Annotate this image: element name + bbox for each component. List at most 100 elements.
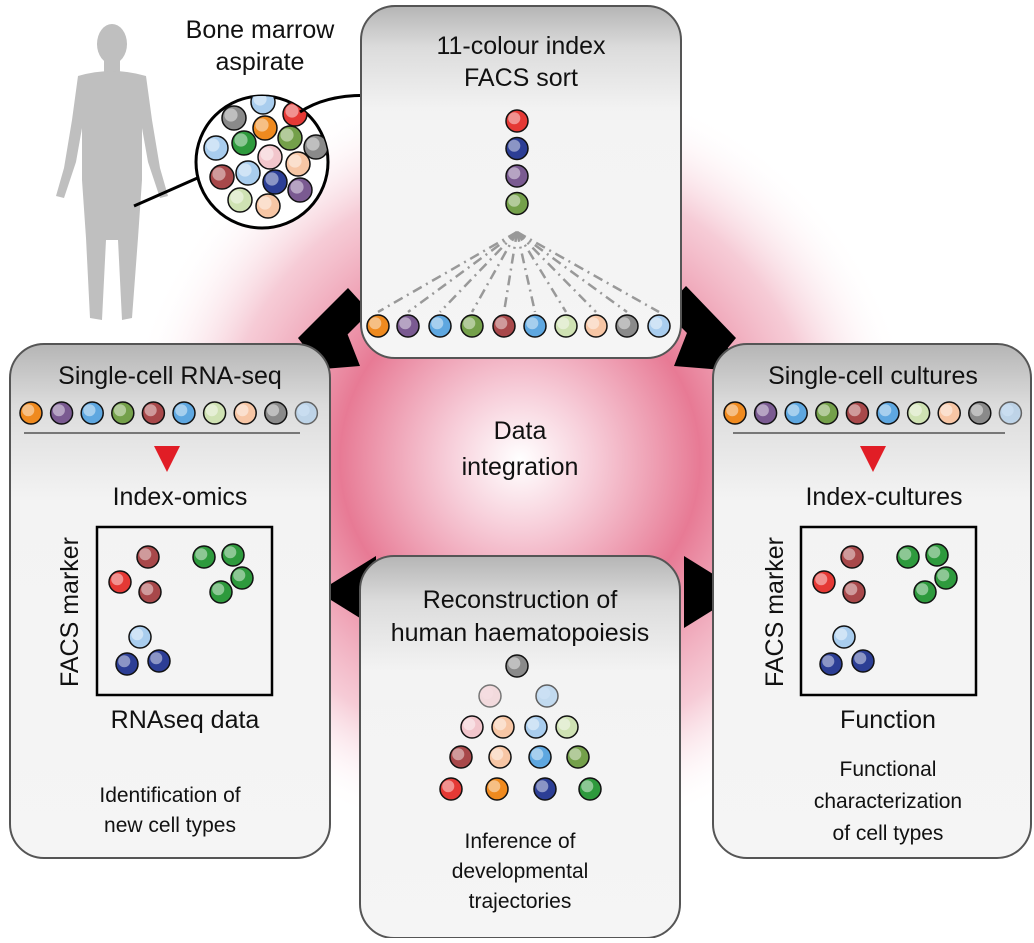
cell-lightgreen	[227, 187, 253, 213]
cell-lightblue	[250, 96, 276, 115]
fan-line	[407, 230, 518, 314]
fan-line	[377, 230, 518, 314]
cell-gray	[505, 654, 529, 678]
cell-green	[925, 543, 949, 567]
cell-orange	[485, 777, 509, 801]
reconstruction-caption-line1: Inference of	[465, 830, 576, 853]
cell-lightblue	[524, 715, 548, 739]
bone-marrow-zoom-circle	[194, 94, 330, 230]
cell-navy	[819, 652, 843, 676]
reconstruction-panel: Reconstruction of human haematopoiesis I…	[359, 555, 681, 939]
data-integration-line2: integration	[462, 453, 579, 481]
cell-green	[913, 580, 937, 604]
fan-line	[516, 230, 628, 314]
cell-olive	[505, 191, 529, 216]
cell-darkred	[141, 401, 166, 425]
rna-seq-panel: Single-cell RNA-seq Index-omics FACS mar…	[9, 343, 331, 859]
facs-title-line1: 11-colour index	[436, 32, 606, 60]
facs-cell-stack	[505, 109, 529, 216]
culture-x-axis-label: Function	[840, 706, 936, 734]
cell-lightblue	[294, 401, 319, 425]
cell-gray	[615, 314, 639, 338]
facs-title-line2: FACS sort	[464, 64, 578, 92]
cell-olive	[460, 314, 484, 338]
cell-green	[578, 777, 602, 801]
cell-darkred	[209, 164, 235, 190]
haematopoiesis-cell-tree	[439, 654, 602, 801]
rna-subtitle: Index-omics	[113, 483, 248, 511]
cell-red	[282, 101, 308, 127]
cell-green	[231, 130, 257, 156]
cell-gray	[264, 401, 288, 425]
cell-green	[896, 545, 920, 569]
cell-blue	[523, 314, 547, 338]
cell-olive	[277, 125, 303, 151]
cell-lightblue	[535, 684, 559, 708]
cell-red	[505, 109, 529, 133]
rna-panel-title: Single-cell RNA-seq	[58, 362, 282, 390]
cell-green	[221, 543, 245, 567]
culture-caption-line1: Functional	[840, 758, 937, 781]
cell-pink	[460, 715, 484, 739]
cell-red	[439, 777, 463, 801]
cell-green	[192, 545, 216, 569]
cell-lightgreen	[906, 401, 931, 425]
cell-pink	[478, 684, 502, 708]
cell-purple	[287, 177, 313, 203]
culture-red-arrow-icon	[860, 446, 886, 472]
cell-gray	[968, 401, 992, 425]
cell-lightgreen	[202, 401, 227, 425]
culture-caption-line2: characterization	[814, 790, 962, 813]
culture-cell-row	[723, 401, 1023, 425]
cell-peach	[937, 401, 961, 425]
data-integration-line1: Data	[494, 417, 547, 445]
cell-navy	[851, 649, 875, 673]
cell-darkred	[136, 545, 160, 569]
cell-green	[230, 566, 254, 590]
cell-navy	[505, 136, 529, 161]
cell-peach	[285, 151, 311, 177]
cell-blue	[428, 314, 452, 338]
fan-line	[515, 231, 537, 313]
cell-gray	[221, 105, 247, 131]
cell-navy	[262, 169, 288, 195]
cell-navy	[147, 649, 171, 673]
facs-sorted-cell-row	[366, 314, 671, 338]
cell-orange	[252, 115, 278, 141]
cell-peach	[584, 314, 608, 338]
cell-purple	[396, 314, 420, 338]
cell-red	[108, 570, 132, 594]
cell-peach	[233, 401, 257, 425]
cell-peach	[491, 715, 515, 739]
zoom-pointer-line	[133, 174, 203, 208]
reconstruction-caption-line2: developmental	[452, 860, 589, 883]
cell-lightblue	[203, 135, 229, 161]
cell-darkred	[845, 401, 870, 425]
cell-blue	[172, 401, 196, 425]
cell-pink	[257, 144, 283, 170]
culture-caption-line3: of cell types	[833, 822, 944, 845]
fan-line	[439, 231, 518, 313]
rna-cell-clusters	[108, 543, 254, 676]
cell-olive	[111, 401, 135, 425]
reconstruction-title-line2: human haematopoiesis	[391, 619, 650, 647]
culture-y-axis-label: FACS marker	[761, 537, 789, 687]
cell-purple	[753, 401, 778, 425]
cell-lightblue	[128, 625, 152, 649]
rna-red-arrow-icon	[154, 446, 180, 472]
fan-line	[516, 231, 597, 313]
cell-peach	[488, 745, 512, 769]
cell-lightgreen	[555, 715, 579, 739]
rna-caption-line2: new cell types	[104, 814, 236, 837]
cell-lightgreen	[554, 314, 578, 338]
rna-cell-row	[19, 401, 319, 425]
cell-peach	[255, 193, 281, 219]
cell-blue	[876, 401, 900, 425]
fan-line	[470, 231, 519, 313]
cell-purple	[49, 401, 74, 425]
cell-orange	[723, 401, 747, 425]
cell-red	[812, 570, 836, 594]
rna-caption-line1: Identification of	[99, 784, 240, 807]
bone-marrow-label-line2: aspirate	[216, 48, 305, 76]
